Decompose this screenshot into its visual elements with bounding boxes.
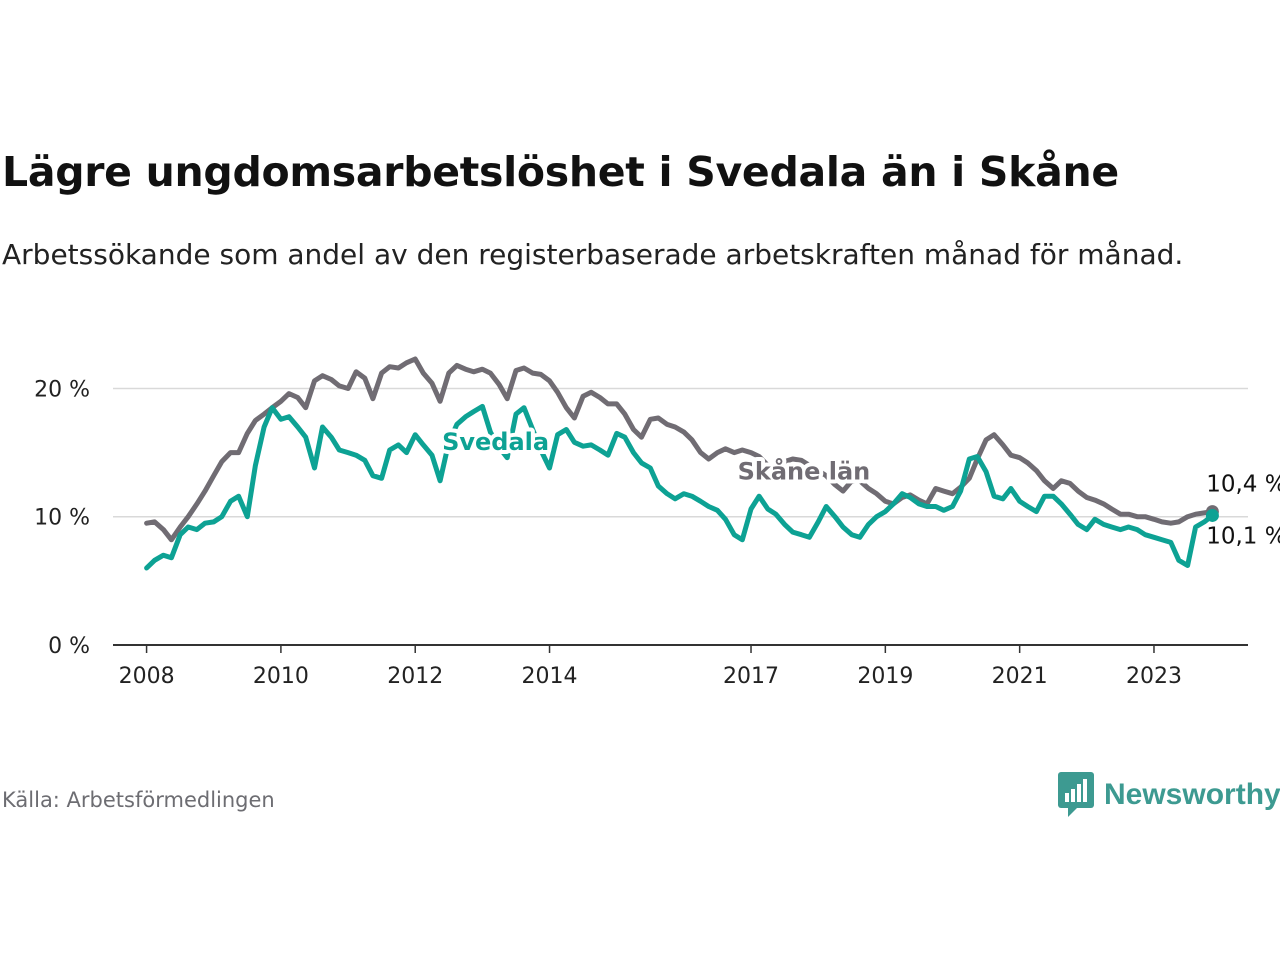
series-label-skane-lan: Skåne län <box>738 457 871 486</box>
label-layer: Skåne län Svedala 10,4 % 10,1 % <box>438 424 1280 552</box>
line-chart: 0 % 10 % 20 % 2008 2010 2012 2014 2017 2019 2021 2… <box>34 356 1280 689</box>
end-value-label-skane-lan: 10,4 % <box>1206 472 1280 498</box>
end-value-label-svedala: 10,1 % <box>1206 523 1280 549</box>
x-tick-label: 2012 <box>387 664 443 689</box>
x-tick-label: 2017 <box>723 664 779 689</box>
brand-name: Newsworthy <box>1104 778 1280 811</box>
x-tick-label: 2010 <box>253 664 309 689</box>
newsworthy-logo: Newsworthy <box>1058 772 1280 818</box>
series-line-skane-lan <box>144 356 1215 543</box>
newsworthy-bar-chart-icon <box>1058 772 1094 817</box>
x-tick-label: 2014 <box>522 664 578 689</box>
end-point-svedala <box>1205 508 1219 522</box>
y-tick-label: 10 % <box>34 506 90 531</box>
series-layer <box>144 356 1215 571</box>
x-tick-label: 2023 <box>1126 664 1182 689</box>
y-tick-label: 0 % <box>48 634 90 659</box>
x-tick-label: 2021 <box>992 664 1048 689</box>
chart-subtitle: Arbetssökande som andel av den registerb… <box>2 238 1184 271</box>
grid-layer: 0 % 10 % 20 % 2008 2010 2012 2014 2017 2019 2021 2… <box>34 377 1248 689</box>
source-note: Källa: Arbetsförmedlingen <box>2 788 275 812</box>
chart-title: Lägre ungdomsarbetslöshet i Svedala än i… <box>2 148 1119 196</box>
y-tick-label: 20 % <box>34 377 90 402</box>
x-tick-label: 2008 <box>119 664 175 689</box>
x-tick-label: 2019 <box>857 664 913 689</box>
series-label-svedala: Svedala <box>442 428 549 456</box>
series-line-svedala <box>144 403 1215 571</box>
